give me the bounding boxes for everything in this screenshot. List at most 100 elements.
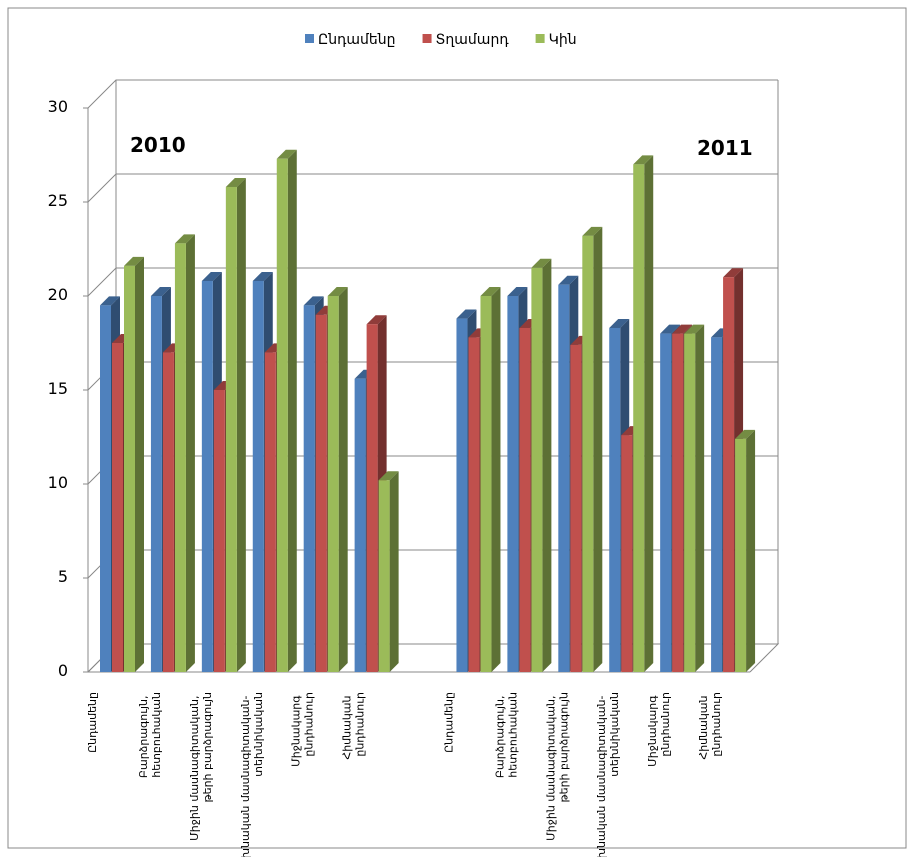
legend-swatch: [535, 34, 545, 43]
label-line: հետբուհական: [506, 692, 519, 778]
bar-top: [124, 256, 144, 266]
bar: [225, 186, 237, 672]
bar: [672, 333, 684, 672]
bar-top: [582, 226, 603, 236]
x-tick-label: Միջին մասնագիտական, թերի բարձրագույն: [544, 692, 570, 841]
bar: [468, 337, 480, 672]
label-line: թերի բարձրագույն: [557, 692, 570, 803]
y-tick-label: 15: [48, 379, 68, 398]
bar: [660, 333, 672, 672]
label-line: Միջին մասնագիտական,: [544, 692, 557, 841]
legend-swatch: [422, 34, 432, 43]
bar-side: [389, 471, 399, 672]
bar: [354, 378, 366, 672]
bar-top: [252, 271, 273, 281]
bar: [112, 343, 123, 672]
bar: [711, 337, 723, 672]
x-tick-label: Նախնական մասնագիտական- տեխնիկական: [595, 692, 621, 857]
bar: [507, 296, 519, 672]
bar: [582, 235, 594, 672]
label-line: Հիմնական: [697, 692, 710, 760]
label-line: ընդհանուր: [710, 692, 723, 757]
bar: [276, 158, 288, 672]
x-tick-label: Նախնական մասնագիտական- տեխնիկական: [239, 692, 265, 857]
bar: [519, 327, 531, 672]
label-line: թերի բարձրագույն: [201, 692, 214, 803]
bar-side: [746, 429, 756, 672]
legend-swatch: [305, 34, 314, 43]
label-line: տեխնիկական: [252, 692, 265, 777]
y-tick-label: 10: [48, 473, 68, 492]
bar-side: [287, 149, 297, 672]
label-line: Միջին մասնագիտական,: [188, 692, 201, 841]
bar-top: [672, 324, 693, 334]
bar: [456, 318, 468, 672]
x-tick-label: Բարձրագույն, հետբուհական: [137, 692, 163, 778]
legend-label: Կին: [549, 32, 577, 48]
bar-top: [507, 287, 528, 296]
x-tick-label: Հիմնական ընդհանուր: [341, 692, 367, 760]
bar-top: [456, 309, 477, 319]
y-tick-label: 20: [48, 285, 68, 304]
y-tick-label: 5: [58, 567, 68, 586]
bar: [558, 284, 570, 672]
bar: [252, 280, 264, 672]
bar-top: [660, 324, 681, 334]
label-line: Միջնակարգ: [290, 692, 303, 767]
bar-top: [633, 155, 654, 165]
bar: [480, 296, 492, 672]
bar-top: [378, 471, 399, 481]
bar-top: [609, 318, 630, 328]
bar: [366, 324, 378, 672]
bar-top: [150, 287, 171, 296]
label-line: ընդհանուր: [354, 692, 367, 757]
label-line: Նախնական մասնագիտական-: [595, 692, 608, 857]
bar-top: [723, 268, 744, 278]
bar-top: [327, 287, 348, 296]
bar: [315, 314, 327, 672]
bar-top: [366, 315, 387, 325]
bar: [531, 267, 543, 672]
bar-top: [684, 324, 705, 334]
x-tick-label: Բարձրագույն, հետբուհական: [493, 692, 519, 778]
label-line: Բարձրագույն,: [137, 692, 150, 778]
bar-top: [225, 177, 246, 187]
label-line: Հիմնական: [341, 692, 354, 760]
label-line: տեխնիկական: [608, 692, 621, 777]
bar-top: [100, 296, 120, 306]
bar: [264, 352, 276, 672]
bar: [303, 305, 315, 672]
bar: [735, 438, 747, 672]
bar-side: [185, 234, 195, 673]
y-tick-label: 25: [48, 191, 68, 210]
bar-top: [558, 275, 579, 285]
bar: [327, 296, 339, 672]
label-line: Նախնական մասնագիտական-: [239, 692, 252, 857]
label-line: ընդհանուր: [303, 692, 316, 757]
bar-top: [735, 429, 756, 439]
bar: [609, 327, 621, 672]
legend: Ընդամենը Տղամարդ Կին: [305, 32, 577, 48]
bar-side: [593, 226, 603, 672]
y-tick-label: 30: [48, 97, 68, 116]
bar: [162, 352, 174, 672]
bar: [570, 344, 582, 672]
annotation: 2011: [697, 136, 753, 160]
bar-side: [338, 287, 348, 672]
x-tick-label: Միջին մասնագիտական, թերի բարձրագույն: [188, 692, 214, 841]
bar-side: [542, 258, 552, 672]
bar: [213, 390, 225, 672]
annotation: 2010: [130, 133, 186, 157]
bar-top: [303, 296, 324, 306]
x-tick-label: Միջնակարգ ընդհանուր: [290, 692, 316, 767]
label-line: ընդհանուր: [659, 692, 672, 757]
bar-top: [276, 149, 297, 159]
bar: [201, 280, 213, 672]
bar: [684, 333, 696, 672]
bar: [378, 480, 390, 672]
y-tick-label: 0: [58, 661, 68, 680]
label-line: Բարձրագույն,: [493, 692, 506, 778]
bar-top: [480, 287, 501, 296]
x-tick-label: Հիմնական ընդհանուր: [697, 692, 723, 760]
